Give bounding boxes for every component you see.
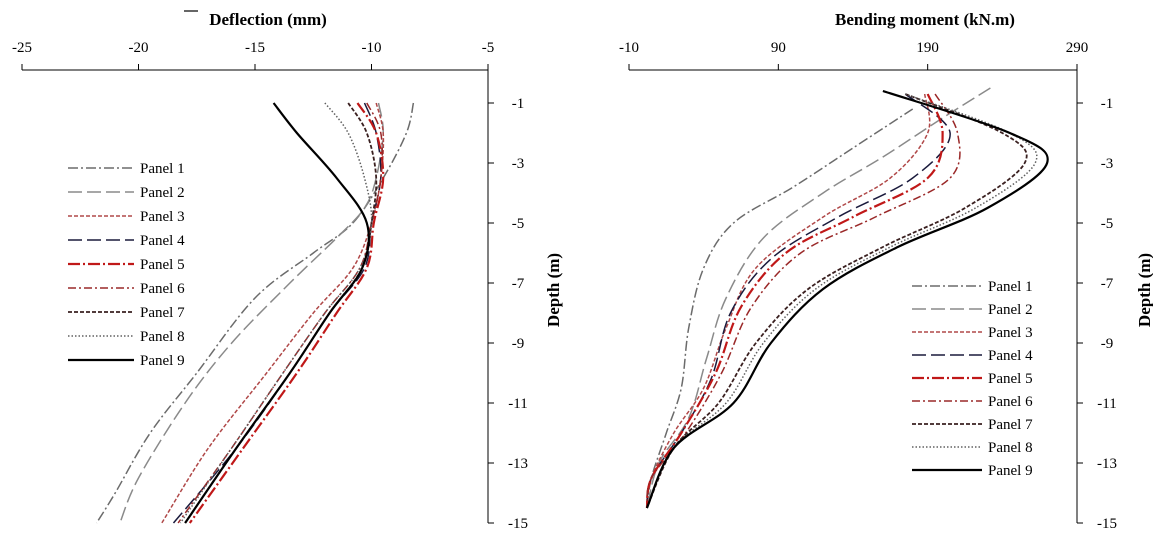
deflection-chart: Deflection (mm) -25 -20 -15 -10 -5 -1-3-5-7-… (12, 10, 563, 532)
deflection-series-line-panel-8 (180, 103, 371, 523)
bending-moment-y-tick-label: -11 (1097, 396, 1116, 412)
deflection-legend-label: Panel 6 (140, 281, 185, 297)
deflection-x-tick-label: -15 (245, 40, 265, 56)
deflection-y-axis-title: Depth (m) (544, 253, 563, 327)
bending-moment-x-tick-label: 90 (771, 40, 786, 56)
bending-moment-series-line-panel-7 (647, 94, 1027, 508)
bending-moment-legend-label: Panel 2 (988, 302, 1033, 318)
deflection-legend-label: Panel 7 (140, 305, 185, 321)
bending-moment-series-line-panel-3 (647, 94, 930, 508)
deflection-series-line-panel-3 (162, 103, 384, 523)
deflection-y-tick-label: -13 (508, 456, 528, 472)
deflection-y-tick-label: -9 (512, 336, 525, 352)
bending-moment-x-axis-title: Bending moment (kN.m) (835, 10, 1015, 29)
bending-moment-series-line-panel-4 (647, 94, 950, 508)
deflection-x-tick-label: -25 (12, 40, 32, 56)
deflection-x-tick-label: -20 (129, 40, 149, 56)
bending-moment-y-tick-label: -13 (1097, 456, 1117, 472)
deflection-y-tick-label: -5 (512, 216, 525, 232)
deflection-series-line-panel-6 (178, 103, 382, 523)
deflection-series-line-panel-7 (185, 103, 376, 523)
deflection-legend-label: Panel 4 (140, 233, 185, 249)
deflection-legend-label: Panel 5 (140, 257, 185, 273)
deflection-legend: Panel 1 Panel 2 Panel 3 Panel 4 Panel 5 Panel… (68, 161, 185, 369)
bending-moment-y-tick-label: -5 (1101, 216, 1114, 232)
bending-moment-x-tick-label: 290 (1066, 40, 1089, 56)
bending-moment-legend: Panel 1 Panel 2 Panel 3 Panel 4 Panel 5 Panel… (912, 279, 1033, 479)
bending-moment-x-ticks: -10 90 190 290 (619, 40, 1088, 70)
deflection-legend-label: Panel 9 (140, 353, 185, 369)
bending-moment-chart: Bending moment (kN.m) -10 90 190 290 -1 -3 -5… (619, 10, 1153, 532)
bending-moment-series-line-panel-1 (647, 109, 913, 508)
deflection-x-axis-title: Deflection (mm) (209, 10, 327, 29)
bending-moment-y-tick-label: -3 (1101, 156, 1114, 172)
bending-moment-y-tick-label: -7 (1101, 276, 1114, 292)
deflection-x-tick-label: -10 (362, 40, 382, 56)
bending-moment-legend-label: Panel 5 (988, 371, 1033, 387)
bending-moment-legend-label: Panel 4 (988, 348, 1033, 364)
deflection-y-ticks: -1 -3 -5 -7 -9 -11 -13 -15 (488, 96, 528, 532)
bending-moment-x-tick-label: 190 (916, 40, 939, 56)
bending-moment-y-axis-title: Depth (m) (1135, 253, 1153, 327)
deflection-legend-label: Panel 3 (140, 209, 185, 225)
bending-moment-legend-label: Panel 1 (988, 279, 1033, 295)
deflection-y-tick-label: -3 (512, 156, 525, 172)
deflection-y-tick-label: -15 (508, 516, 528, 532)
bending-moment-legend-label: Panel 9 (988, 463, 1033, 479)
deflection-y-tick-label: -7 (512, 276, 525, 292)
bending-moment-legend-label: Panel 3 (988, 325, 1033, 341)
deflection-legend-label: Panel 1 (140, 161, 185, 177)
bending-moment-y-tick-label: -15 (1097, 516, 1117, 532)
bending-moment-x-tick-label: -10 (619, 40, 639, 56)
deflection-series-line-panel-9 (185, 103, 369, 523)
deflection-legend-label: Panel 2 (140, 185, 185, 201)
bending-moment-legend-label: Panel 7 (988, 417, 1033, 433)
deflection-legend-label: Panel 8 (140, 329, 185, 345)
bending-moment-y-ticks: -1 -3 -5 -7 -9 -11 -13 -15 (1077, 96, 1117, 532)
deflection-series-line-panel-5 (190, 103, 383, 523)
deflection-y-tick-label: -1 (512, 96, 525, 112)
bending-moment-y-tick-label: -1 (1101, 96, 1114, 112)
deflection-x-tick-label: -5 (482, 40, 495, 56)
deflection-y-tick-label: -11 (508, 396, 527, 412)
bending-moment-series-line-panel-2 (647, 88, 991, 508)
deflection-x-ticks: -25 -20 -15 -10 -5 (12, 40, 494, 70)
bending-moment-legend-label: Panel 6 (988, 394, 1033, 410)
deflection-series-line-panel-4 (174, 103, 381, 523)
bending-moment-legend-label: Panel 8 (988, 440, 1033, 456)
bending-moment-y-tick-label: -9 (1101, 336, 1114, 352)
